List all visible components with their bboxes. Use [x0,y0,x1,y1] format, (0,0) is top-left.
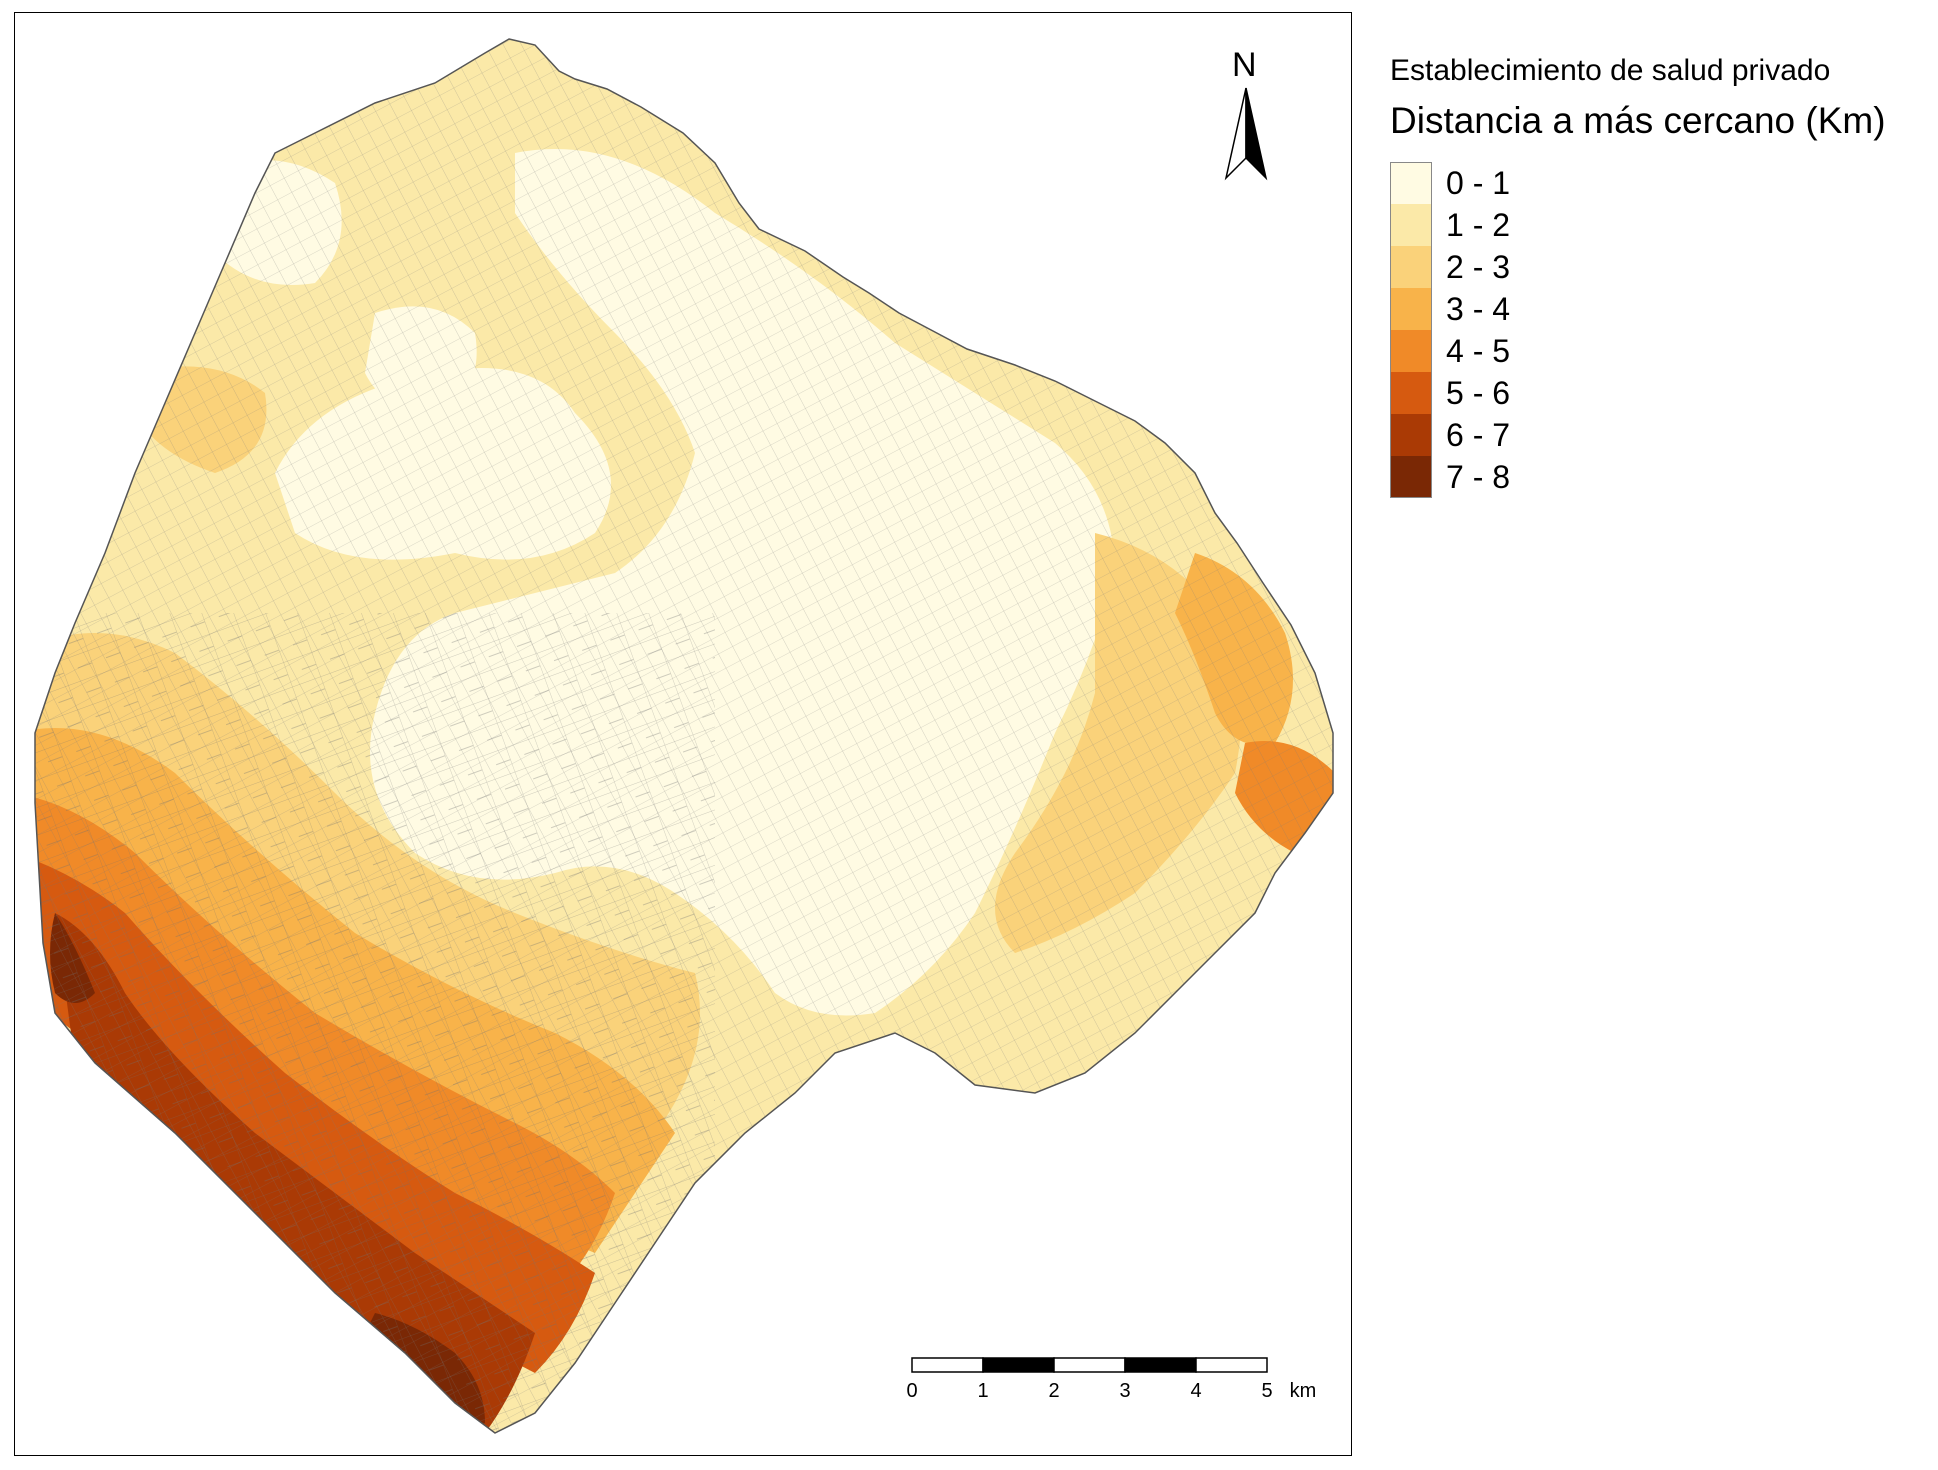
choropleth-map [34,38,1334,1434]
cell-texture-coarse [35,613,715,1433]
legend: Establecimiento de salud privado Distanc… [1390,50,1930,498]
legend-swatch [1390,162,1432,204]
legend-item: 1 - 2 [1390,204,1930,246]
legend-title: Distancia a más cercano (Km) [1390,100,1886,141]
legend-swatch [1390,414,1432,456]
scale-bar [911,1357,1268,1373]
legend-label: 2 - 3 [1446,248,1511,285]
legend-item: 4 - 5 [1390,330,1930,372]
legend-swatch [1390,288,1432,330]
scale-unit-label: km [1289,1380,1317,1402]
legend-item: 7 - 8 [1390,456,1930,498]
legend-label: 6 - 7 [1446,416,1511,453]
legend-swatch [1390,330,1432,372]
scale-tick-label: 2 [1048,1380,1060,1402]
legend-item: 2 - 3 [1390,246,1930,288]
legend-swatch [1390,204,1432,246]
legend-label: 0 - 1 [1446,164,1511,201]
city-boundary [34,38,1334,1434]
legend-items: 0 - 1 1 - 2 2 - 3 3 - 4 4 - 5 5 - 6 6 - 7 7 - 8 [1390,162,1930,498]
scale-tick-label: 0 [906,1380,918,1402]
legend-swatch [1390,246,1432,288]
legend-swatch [1390,456,1432,498]
legend-swatch [1390,372,1432,414]
legend-item: 3 - 4 [1390,288,1930,330]
scale-tick-label: 3 [1119,1380,1131,1402]
legend-item: 6 - 7 [1390,414,1930,456]
legend-label: 4 - 5 [1446,332,1511,369]
legend-label: 7 - 8 [1446,458,1511,495]
city-zones [35,39,1333,1433]
legend-item: 0 - 1 [1390,162,1930,204]
scale-tick-label: 1 [977,1380,989,1402]
north-label: N [1232,46,1257,84]
scale-tick-label: 5 [1261,1380,1273,1402]
north-arrow-icon [1224,87,1268,181]
legend-label: 1 - 2 [1446,206,1511,243]
legend-item: 5 - 6 [1390,372,1930,414]
legend-label: 3 - 4 [1446,290,1511,327]
scale-tick-label: 4 [1190,1380,1202,1402]
legend-subtitle: Establecimiento de salud privado [1390,54,1831,87]
legend-label: 5 - 6 [1446,374,1511,411]
map-frame [14,12,1352,1456]
